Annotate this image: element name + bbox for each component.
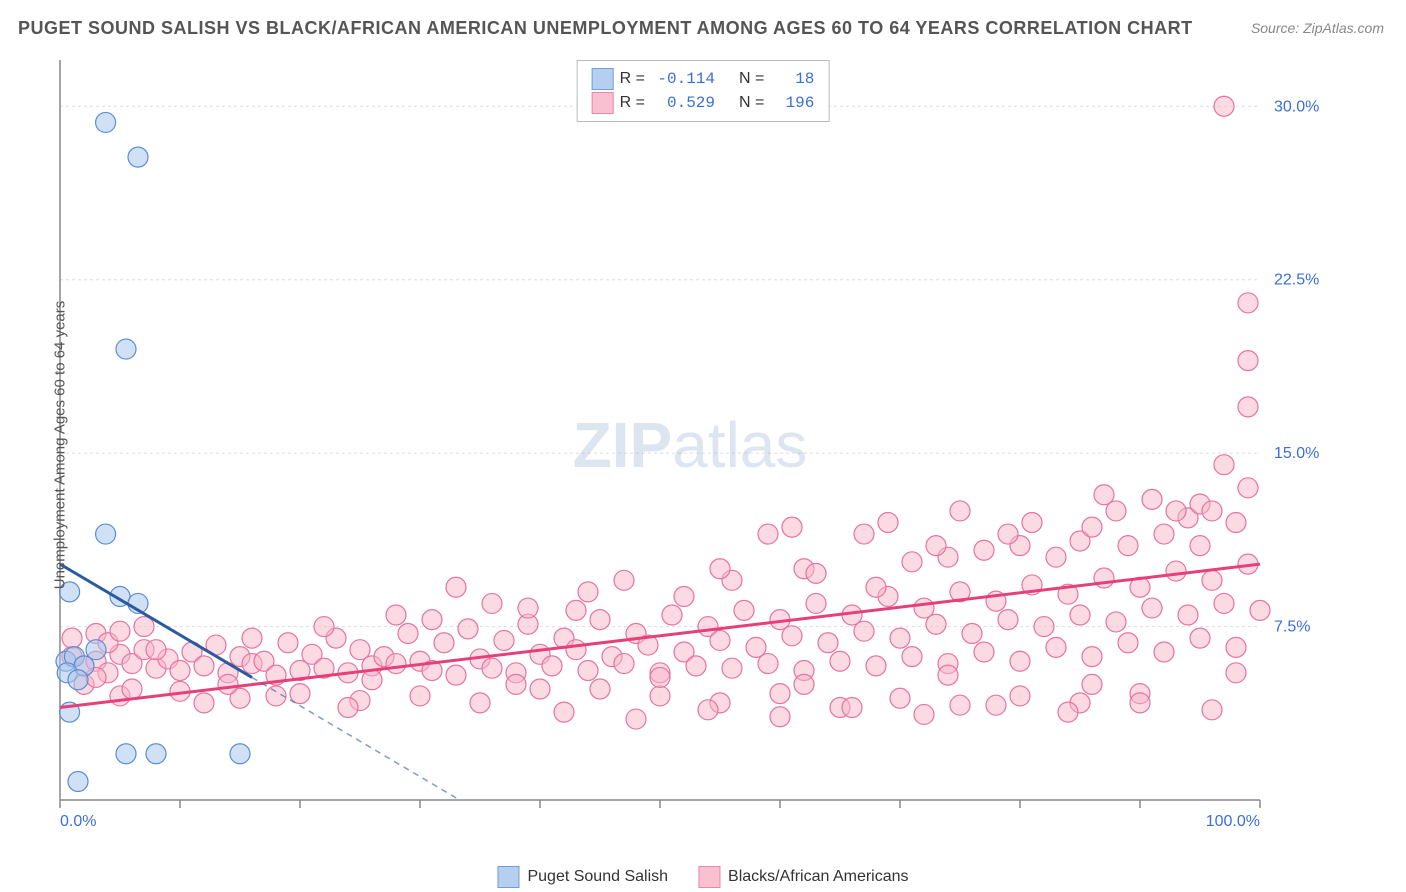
legend-bottom-label-2: Blacks/African Americans [728,868,909,886]
legend-n-value-1: 18 [770,67,814,91]
svg-text:15.0%: 15.0% [1274,445,1319,462]
svg-text:22.5%: 22.5% [1274,272,1319,289]
y-axis-label: Unemployment Among Ages 60 to 64 years [52,301,69,590]
chart-title: PUGET SOUND SALISH VS BLACK/AFRICAN AMER… [18,18,1193,39]
legend-swatch-2 [592,92,614,114]
legend-n-value-2: 196 [770,91,814,115]
legend-bottom-swatch-1 [497,866,519,888]
legend-r-value-2: 0.529 [651,91,715,115]
legend-item-2: Blacks/African Americans [698,866,909,888]
legend-row-series-1: R = -0.114 N = 18 [592,67,815,91]
legend-bottom-swatch-2 [698,866,720,888]
svg-text:100.0%: 100.0% [1206,813,1260,830]
legend-series: Puget Sound Salish Blacks/African Americ… [497,866,908,888]
legend-row-series-2: R = 0.529 N = 196 [592,91,815,115]
legend-swatch-1 [592,68,614,90]
source-attribution: Source: ZipAtlas.com [1251,20,1384,36]
svg-text:0.0%: 0.0% [60,813,96,830]
legend-r-label-2: R = [620,91,645,115]
legend-bottom-label-1: Puget Sound Salish [527,868,668,886]
legend-n-label-1: N = [739,67,764,91]
legend-n-label-2: N = [739,91,764,115]
legend-item-1: Puget Sound Salish [497,866,668,888]
legend-r-value-1: -0.114 [651,67,715,91]
legend-r-label-1: R = [620,67,645,91]
svg-text:7.5%: 7.5% [1274,619,1310,636]
chart-area: Unemployment Among Ages 60 to 64 years Z… [50,50,1330,840]
svg-text:30.0%: 30.0% [1274,98,1319,115]
legend-correlation: R = -0.114 N = 18 R = 0.529 N = 196 [577,60,830,122]
chart-svg: 7.5% 15.0% 22.5% 30.0% 0.0% 100.0% [50,50,1330,840]
